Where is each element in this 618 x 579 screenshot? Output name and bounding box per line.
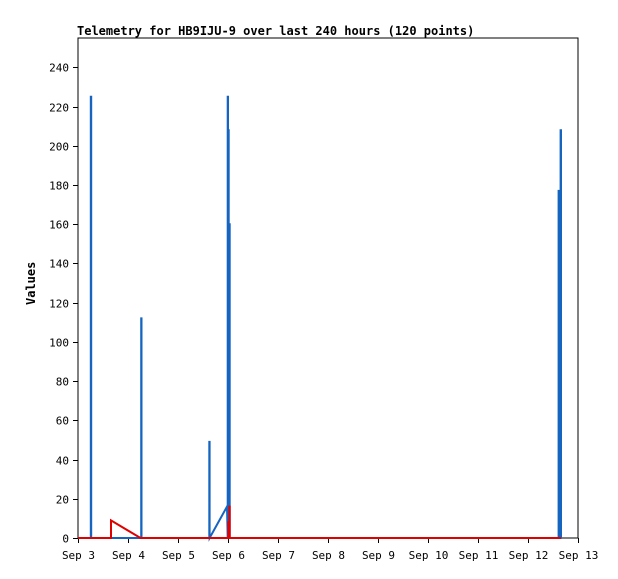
y-tick-label: 180 — [49, 180, 69, 193]
x-tick-label: Sep 13 — [559, 549, 599, 562]
x-tick-label: Sep 12 — [509, 549, 549, 562]
series-line-1 — [78, 95, 562, 542]
x-tick-label: Sep 11 — [459, 549, 499, 562]
x-tick-label: Sep 4 — [112, 549, 145, 562]
x-tick-label: Sep 3 — [62, 549, 95, 562]
y-tick-label: 80 — [56, 376, 69, 389]
y-tick-label: 0 — [62, 533, 69, 546]
x-tick-label: Sep 7 — [262, 549, 295, 562]
y-tick-label: 60 — [56, 415, 69, 428]
y-tick-label: 140 — [49, 258, 69, 271]
series-line-2 — [78, 505, 561, 539]
y-tick-label: 240 — [49, 62, 69, 75]
x-tick-label: Sep 6 — [212, 549, 245, 562]
x-tick-label: Sep 8 — [312, 549, 345, 562]
y-tick-label: 20 — [56, 494, 69, 507]
y-tick-label: 40 — [56, 455, 69, 468]
y-tick-label: 200 — [49, 141, 69, 154]
y-tick-label: 160 — [49, 219, 69, 232]
x-tick-label: Sep 10 — [409, 549, 449, 562]
y-tick-label: 120 — [49, 298, 69, 311]
y-tick-label: 100 — [49, 337, 69, 350]
x-tick-label: Sep 5 — [162, 549, 195, 562]
x-tick-label: Sep 9 — [362, 549, 395, 562]
y-tick-label: 220 — [49, 102, 69, 115]
plot-frame — [77, 37, 579, 539]
chart-title: Telemetry for HB9IJU-9 over last 240 hou… — [77, 24, 475, 38]
